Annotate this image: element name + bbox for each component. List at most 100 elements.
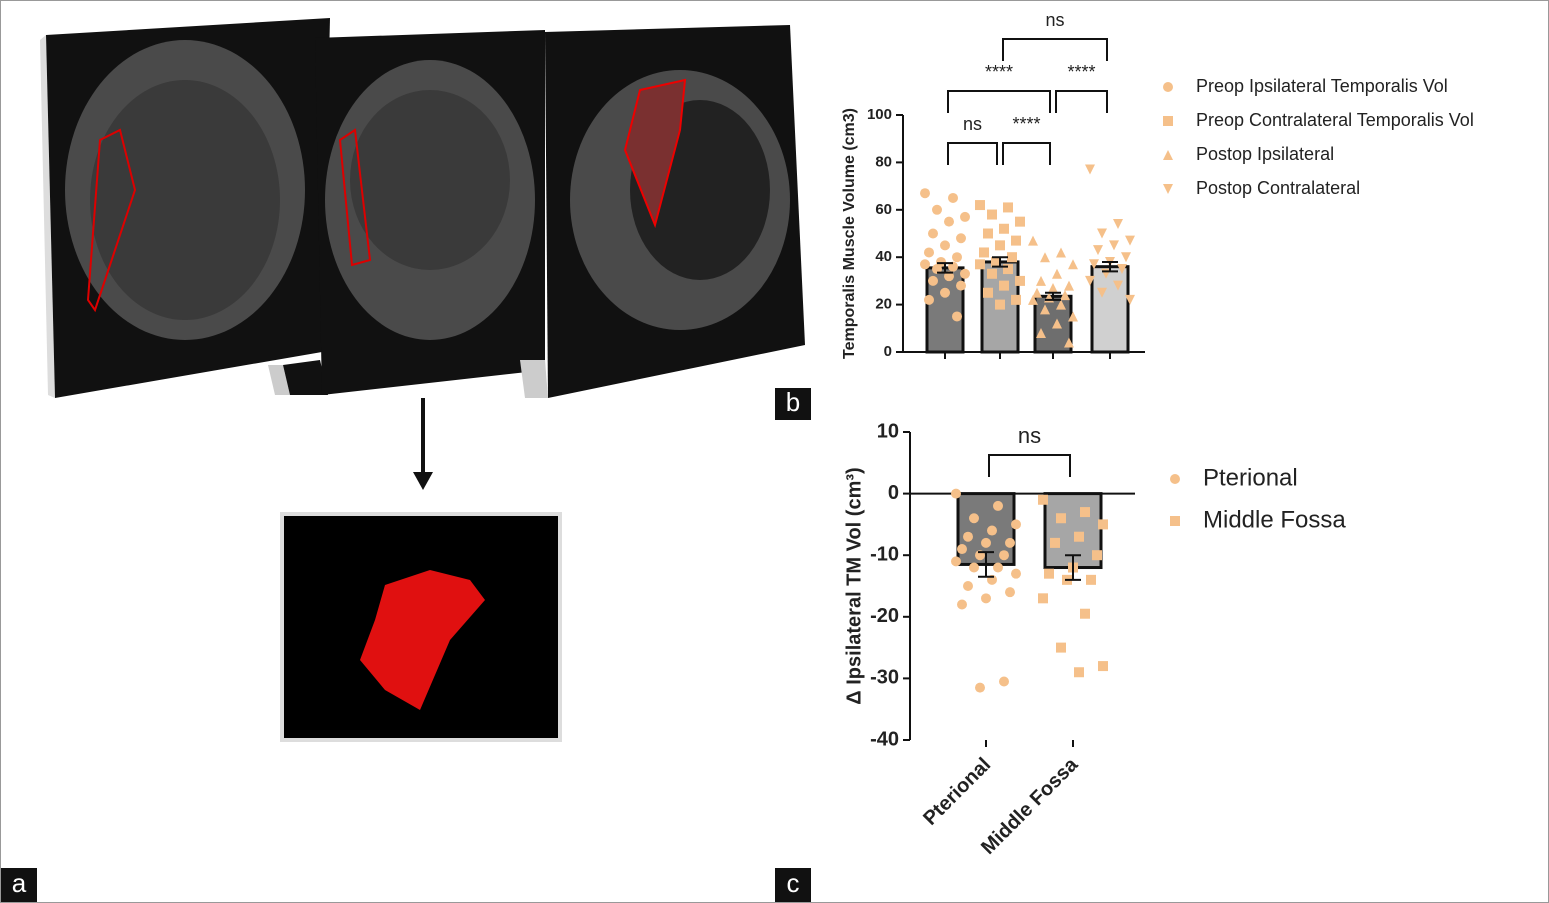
point — [1052, 268, 1062, 279]
point — [1056, 247, 1066, 258]
point — [1121, 252, 1131, 263]
point — [952, 311, 962, 322]
point — [999, 280, 1009, 291]
point — [956, 233, 966, 244]
point — [975, 682, 985, 693]
legend-marker — [1163, 82, 1173, 92]
point — [1068, 311, 1078, 322]
point — [1060, 290, 1070, 301]
point — [1097, 287, 1107, 298]
significance-label: ns — [1045, 10, 1064, 30]
point — [1050, 537, 1060, 548]
point — [1113, 219, 1123, 230]
point — [940, 240, 950, 251]
legend-marker — [1163, 184, 1173, 194]
point — [1032, 287, 1042, 298]
point — [920, 259, 930, 270]
point — [928, 228, 938, 239]
point — [944, 271, 954, 282]
point — [924, 294, 934, 305]
point — [1092, 550, 1102, 561]
panel-label-b: b — [775, 387, 811, 420]
point — [1089, 259, 1099, 270]
significance-label: **** — [1067, 62, 1095, 82]
point — [1125, 235, 1135, 246]
point — [1011, 235, 1021, 246]
point — [1036, 328, 1046, 339]
significance-label: **** — [985, 62, 1013, 82]
point — [975, 200, 985, 211]
point — [948, 192, 958, 203]
point — [995, 240, 1005, 251]
y-tick-label: -30 — [870, 667, 899, 689]
error-bar — [992, 256, 1008, 268]
point — [920, 188, 930, 199]
point — [1080, 608, 1090, 619]
point — [983, 228, 993, 239]
significance-bracket — [1002, 38, 1108, 61]
point — [960, 211, 970, 222]
point — [963, 531, 973, 542]
panel-label-c: c — [775, 868, 811, 902]
y-tick-label: 10 — [877, 420, 899, 442]
point — [983, 287, 993, 298]
legend-label: Postop Contralateral — [1196, 178, 1360, 198]
legend-label: Preop Contralateral Temporalis Vol — [1196, 110, 1474, 130]
point — [969, 562, 979, 573]
y-tick-label: 80 — [875, 153, 892, 170]
point — [993, 500, 1003, 511]
panel-label-a: a — [1, 868, 37, 902]
point — [928, 275, 938, 286]
point — [1125, 294, 1135, 305]
point — [1097, 228, 1107, 239]
point — [1048, 283, 1058, 294]
bar — [1090, 265, 1130, 354]
mri-images — [40, 18, 805, 742]
point — [940, 287, 950, 298]
point — [993, 562, 1003, 573]
point — [951, 488, 961, 499]
point — [924, 247, 934, 258]
point — [969, 513, 979, 524]
point — [1056, 513, 1066, 524]
point — [987, 525, 997, 536]
point — [1085, 275, 1095, 286]
error-bar — [978, 551, 994, 578]
point — [1036, 275, 1046, 286]
point — [999, 550, 1009, 561]
legend-label: Middle Fossa — [1203, 506, 1346, 533]
point — [1109, 240, 1119, 251]
legend-marker — [1170, 516, 1180, 526]
point — [1005, 537, 1015, 548]
point — [1003, 202, 1013, 213]
point — [932, 204, 942, 215]
point — [975, 259, 985, 270]
point — [951, 556, 961, 567]
y-tick-label: 0 — [888, 482, 899, 504]
point — [1074, 531, 1084, 542]
point — [1007, 252, 1017, 263]
panel-label: a — [12, 868, 27, 898]
y-tick-label: 40 — [875, 248, 892, 265]
point — [944, 216, 954, 227]
point — [995, 299, 1005, 310]
legend-marker — [1163, 150, 1173, 160]
legend-label: Preop Ipsilateral Temporalis Vol — [1196, 76, 1448, 96]
point — [1015, 216, 1025, 227]
point — [1040, 304, 1050, 315]
point — [1003, 264, 1013, 275]
point — [952, 252, 962, 263]
significance-label: **** — [1012, 114, 1040, 134]
point — [1085, 164, 1095, 175]
point — [1044, 568, 1054, 579]
point — [1098, 519, 1108, 530]
point — [1098, 661, 1108, 672]
significance-bracket — [1002, 142, 1051, 165]
legend-label: Postop Ipsilateral — [1196, 144, 1334, 164]
legend-label: Pterional — [1203, 464, 1298, 491]
error-bar — [1045, 291, 1061, 301]
y-tick-label: 60 — [875, 201, 892, 218]
y-tick-label: -10 — [870, 543, 899, 565]
y-tick-label: -20 — [870, 605, 899, 627]
